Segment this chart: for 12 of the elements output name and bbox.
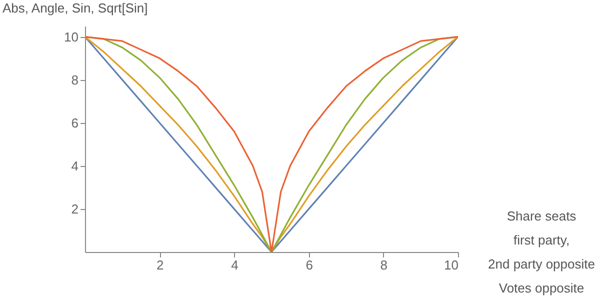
y-tick-label: 6 <box>71 115 78 130</box>
x-axis-title: Share seats first party, 2nd party opposite Votes opposite <box>488 208 595 296</box>
x-tick-label: 10 <box>444 258 458 272</box>
y-axis-title: Abs, Angle, Sin, Sqrt[Sin] <box>2 0 148 16</box>
y-tick-label: 4 <box>71 158 78 174</box>
y-tick-label: 8 <box>71 72 78 88</box>
x-tick-label: 2 <box>156 258 164 272</box>
x-tick-label: 6 <box>306 258 313 272</box>
y-tick-label: 2 <box>71 201 78 216</box>
x-tick-label: 8 <box>380 258 388 272</box>
y-tick-label: 10 <box>64 29 78 44</box>
x-tick-label: 4 <box>231 258 238 272</box>
